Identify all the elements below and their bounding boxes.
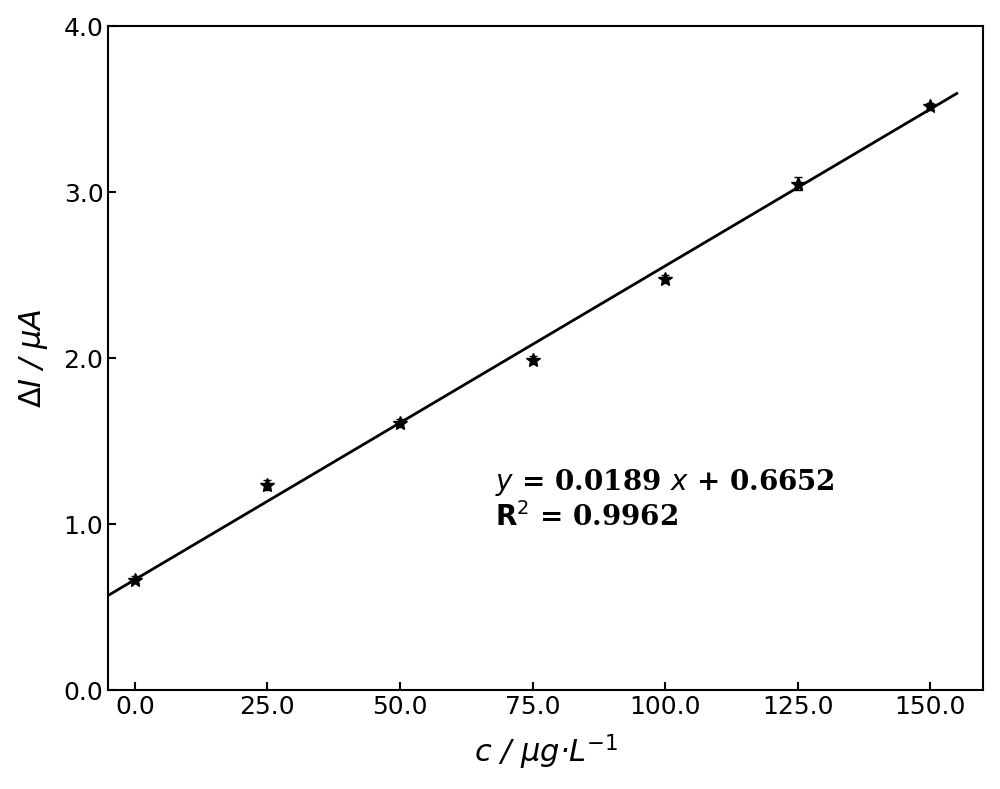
- Text: $y$ = 0.0189 $x$ + 0.6652
$\mathbf{R}^2$ = 0.9962: $y$ = 0.0189 $x$ + 0.6652 $\mathbf{R}^2$…: [495, 467, 835, 533]
- X-axis label: $c$ / μg·L$^{-1}$: $c$ / μg·L$^{-1}$: [474, 733, 618, 772]
- Y-axis label: $\Delta I$ / μA: $\Delta I$ / μA: [17, 308, 50, 408]
